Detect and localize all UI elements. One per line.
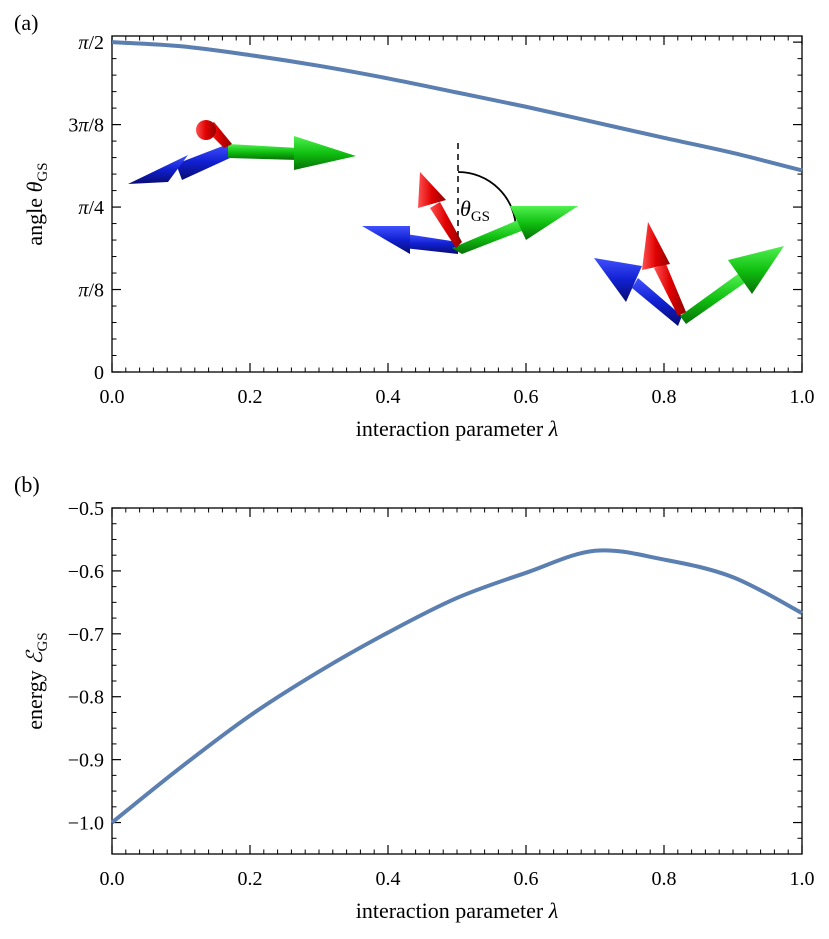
red-arrow-head xyxy=(418,172,446,208)
panel-a-label: (a) xyxy=(14,10,38,35)
panel-b: (b) 0.0 0.2 0.4 0.6 0.8 1.0 −1.0 −0.9 −0.8 −0.7 −0… xyxy=(14,472,815,923)
y-tick-label: −0.5 xyxy=(68,498,104,520)
y-tick-label: π/8 xyxy=(78,280,104,302)
orientation-inset-3 xyxy=(594,222,784,326)
blue-arrow-shaft xyxy=(176,144,230,180)
y-tick-label: π/4 xyxy=(78,197,104,219)
x-axis-label: interaction parameter λ xyxy=(356,416,559,441)
plot-frame xyxy=(112,508,802,854)
orientation-inset-2: θGS xyxy=(362,143,578,254)
panel-b-axes: 0.0 0.2 0.4 0.6 0.8 1.0 −1.0 −0.9 −0.8 −0.7 −0.6 −0… xyxy=(22,498,815,923)
y-tick-label: 3π/8 xyxy=(68,115,104,137)
green-arrow-head xyxy=(510,206,578,240)
y-tick-label: −1.0 xyxy=(68,813,104,835)
x-tick-label: 0.0 xyxy=(100,868,125,890)
y-tick-label: π/2 xyxy=(78,32,104,54)
panel-a: (a) 0.0 0.2 0.4 0.6 0.8 1.0 0 π/8 π/4 3π/8 π/2 inte… xyxy=(14,10,815,441)
green-arrow-shaft xyxy=(452,220,524,254)
x-axis-label: interaction parameter λ xyxy=(356,898,559,923)
blue-arrow-head xyxy=(594,258,642,302)
panel-b-label: (b) xyxy=(14,472,40,497)
green-arrow-shaft xyxy=(680,274,746,324)
theta-gs-annotation: θGS xyxy=(460,196,490,225)
green-arrow-shaft xyxy=(228,144,298,160)
y-tick-label: −0.8 xyxy=(68,687,104,709)
x-tick-label: 0.2 xyxy=(238,868,263,890)
y-tick-label: −0.9 xyxy=(68,750,104,772)
x-tick-label: 0.2 xyxy=(238,386,263,408)
x-tick-label: 0.4 xyxy=(376,386,401,408)
x-tick-label: 0.4 xyxy=(376,868,401,890)
plot-frame xyxy=(112,36,802,372)
x-tick-label: 0.6 xyxy=(514,868,539,890)
x-tick-label: 0.0 xyxy=(100,386,125,408)
orientation-inset-1 xyxy=(128,120,356,184)
y-axis-label: angle θGS xyxy=(22,162,51,245)
y-tick-label: −0.7 xyxy=(68,624,104,646)
x-tick-label: 1.0 xyxy=(790,868,815,890)
x-tick-label: 0.8 xyxy=(652,868,677,890)
y-tick-label: 0 xyxy=(94,362,104,384)
red-arrow-head xyxy=(196,120,216,140)
y-tick-label: −0.6 xyxy=(68,561,104,583)
panel-b-energy-curve xyxy=(112,550,802,822)
x-tick-label: 1.0 xyxy=(790,386,815,408)
blue-arrow-head xyxy=(362,226,410,254)
green-arrow-head xyxy=(294,136,356,170)
y-axis-label: energy ℰGS xyxy=(22,632,51,729)
x-tick-label: 0.6 xyxy=(514,386,539,408)
red-arrow-head xyxy=(642,222,670,270)
x-tick-label: 0.8 xyxy=(652,386,677,408)
